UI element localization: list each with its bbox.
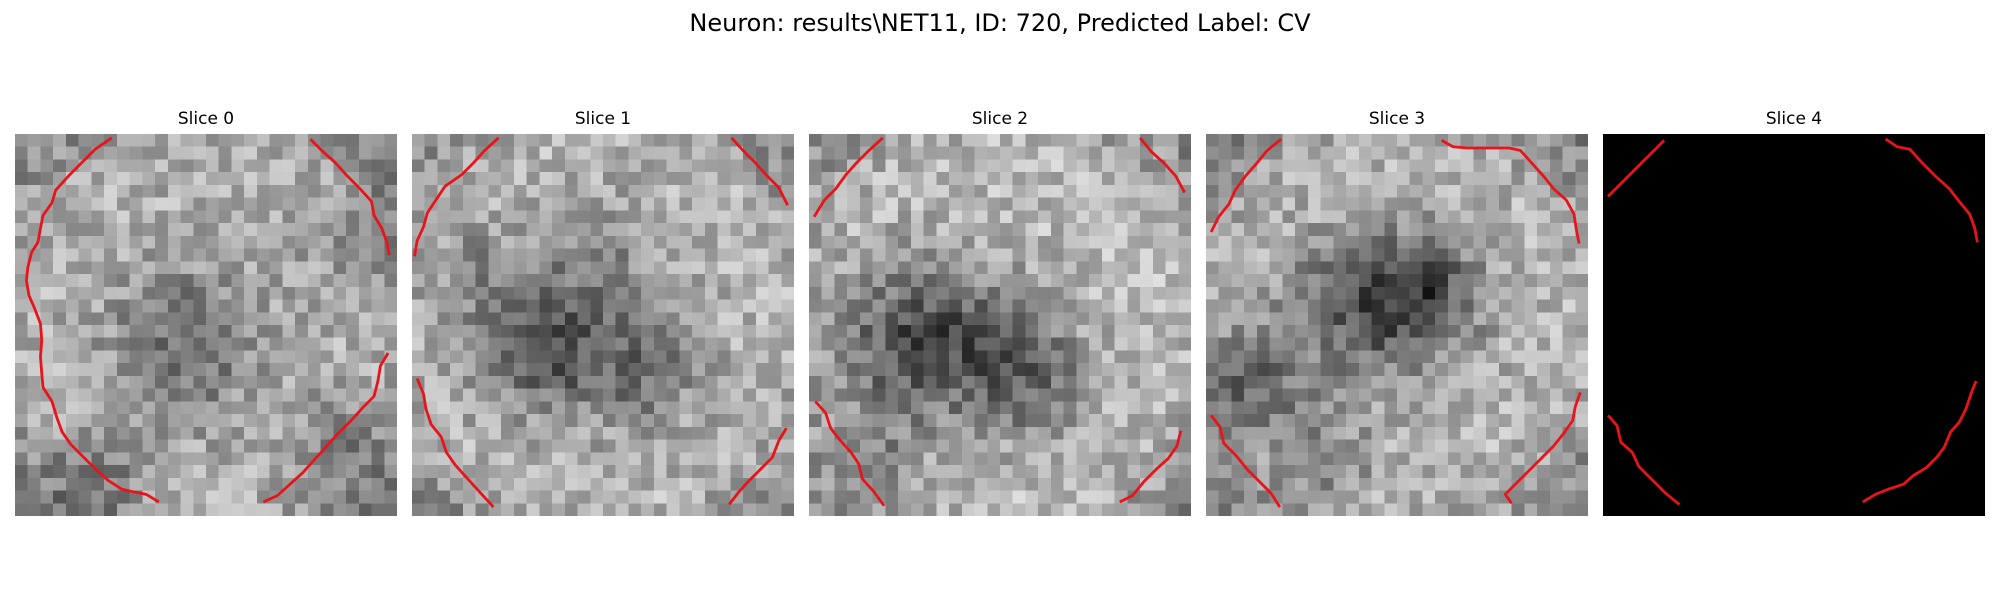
contour-line — [1119, 430, 1183, 504]
contour-line — [1607, 139, 1666, 198]
contour-line — [1209, 138, 1283, 233]
contour-line — [1862, 380, 1978, 504]
contour-line — [812, 136, 884, 218]
slice-svg — [1603, 134, 1985, 516]
slice-image — [1603, 134, 1985, 516]
slice-svg — [1206, 134, 1588, 516]
slice-title: Slice 3 — [1368, 109, 1426, 129]
slice-image — [412, 134, 794, 516]
contour-line — [814, 400, 886, 507]
contour-line — [730, 136, 789, 206]
contour-line — [262, 352, 390, 504]
slice-title: Slice 0 — [177, 109, 235, 129]
contour-line — [309, 138, 391, 256]
contour-line — [1138, 136, 1186, 194]
contour-line — [1884, 137, 1979, 243]
slice-title: Slice 1 — [574, 109, 632, 129]
contour-line — [25, 136, 160, 504]
slice-svg — [809, 134, 1191, 516]
contour-line — [1503, 392, 1582, 505]
contour-line — [1440, 139, 1581, 244]
contour-line — [415, 377, 495, 509]
contour-line — [727, 427, 788, 506]
slice-image — [809, 134, 1191, 516]
slice-svg — [15, 134, 397, 516]
slice-svg — [412, 134, 794, 516]
slice-image — [1206, 134, 1588, 516]
figure-title: Neuron: results\NET11, ID: 720, Predicte… — [689, 9, 1311, 37]
slice-title: Slice 2 — [971, 109, 1029, 129]
contour-line — [413, 136, 500, 257]
contour-line — [1209, 414, 1282, 508]
slice-title: Slice 4 — [1765, 109, 1823, 129]
slice-image — [15, 134, 397, 516]
contour-line — [1607, 414, 1681, 506]
